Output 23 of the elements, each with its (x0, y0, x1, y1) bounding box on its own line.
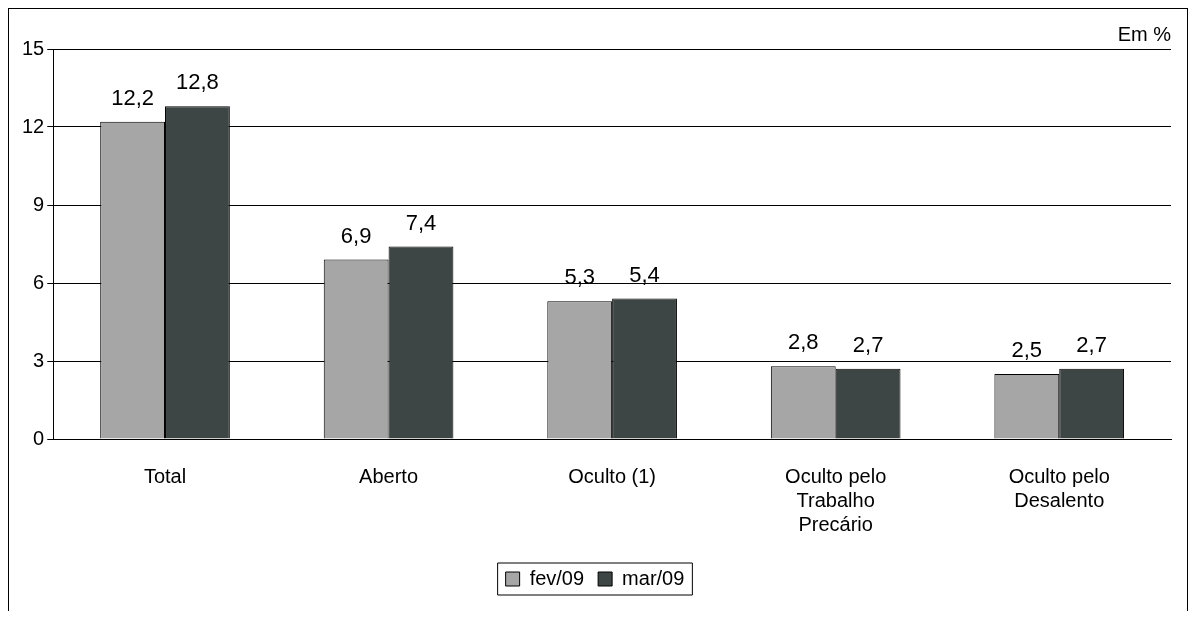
data-label: 6,9 (340, 222, 372, 248)
x-tick-label: Oculto (1) (568, 464, 657, 487)
x-tick-label: Oculto pelo Desalento (1008, 464, 1110, 511)
y-axis-title: Em % (1117, 22, 1172, 45)
data-label: 2,8 (787, 329, 819, 355)
y-tick-label: 12 (22, 114, 45, 137)
data-label: 2,5 (1011, 337, 1043, 363)
y-tick-label: 9 (33, 192, 45, 215)
legend-label: mar/09 (622, 566, 685, 589)
data-label: 2,7 (1076, 331, 1107, 357)
data-label: 2,7 (852, 331, 884, 357)
legend-label: fev/09 (529, 566, 585, 589)
x-tick-label: Total (143, 464, 187, 487)
y-tick-label: 15 (22, 36, 45, 59)
y-tick-label: 0 (33, 426, 45, 449)
data-label: 5,4 (629, 261, 660, 287)
data-label: 12,8 (176, 69, 219, 95)
y-tick-label: 6 (33, 270, 45, 293)
y-tick-label: 3 (33, 348, 45, 371)
x-tick-label: Oculto pelo Trabalho Precário (785, 464, 887, 535)
data-label: 12,2 (111, 84, 155, 110)
data-label: 7,4 (405, 209, 437, 235)
x-tick-label: Aberto (359, 464, 419, 487)
